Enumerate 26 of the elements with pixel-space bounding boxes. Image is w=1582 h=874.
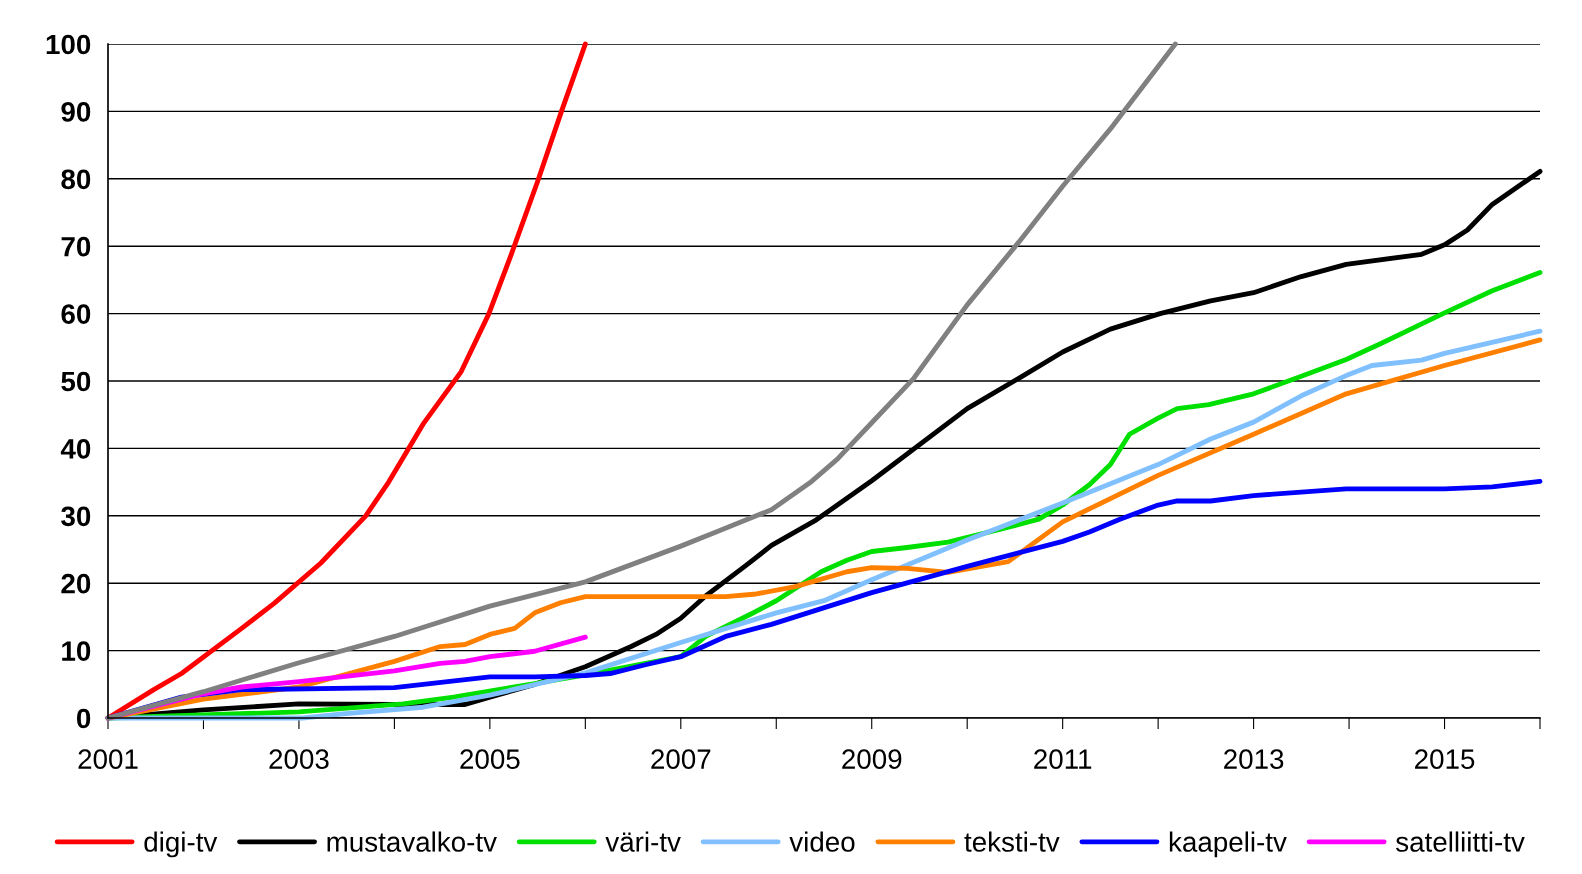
x-tick-label: 2013	[1224, 749, 1284, 769]
legend-label: digi-tv	[144, 831, 218, 858]
legend-label: teksti-tv	[964, 831, 1060, 852]
y-tick-label: 50	[61, 371, 91, 392]
y-tick-label: 100	[46, 34, 91, 55]
legend-label: video	[789, 831, 855, 852]
y-tick-label: 0	[76, 708, 91, 729]
legend-label: kaapeli-tv	[1169, 831, 1287, 858]
x-tick-label: 2007	[651, 749, 711, 769]
y-tick-label: 30	[61, 506, 91, 527]
y-tick-label: 10	[62, 641, 91, 661]
y-tick-label: 40	[60, 439, 91, 459]
y-tick-label: 60	[61, 304, 91, 324]
y-tick-label: 20	[61, 573, 91, 594]
x-tick-label: 2011	[1034, 749, 1092, 769]
legend-label: satelliitti-tv	[1396, 831, 1525, 852]
x-tick-label: 2001	[78, 749, 138, 769]
x-tick-label: 2003	[269, 749, 329, 769]
x-tick-label: 2009	[842, 749, 902, 769]
legend-label: mustavalko-tv	[327, 831, 497, 852]
x-tick-label: 2005	[460, 749, 520, 769]
y-tick-label: 70	[61, 236, 91, 257]
legend-label: väri-tv	[605, 831, 681, 852]
y-tick-label: 80	[61, 169, 91, 190]
y-tick-label: 90	[61, 102, 91, 122]
x-tick-label: 2015	[1415, 749, 1475, 769]
